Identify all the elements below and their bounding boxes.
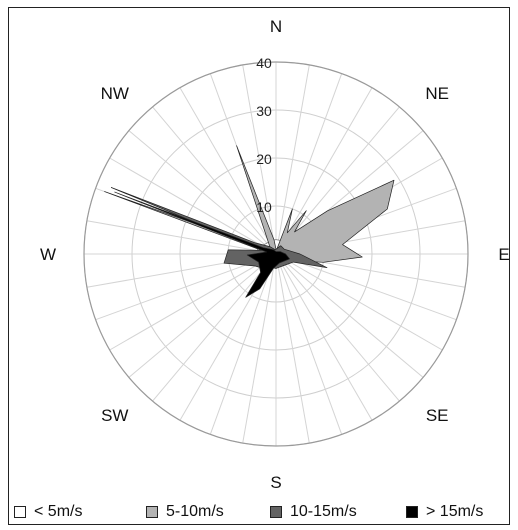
grid-spoke (179, 87, 277, 255)
grid-spoke (109, 157, 277, 255)
grid-spoke (128, 253, 277, 378)
grid-spoke (275, 87, 373, 255)
radial-tick-40: 40 (256, 55, 272, 71)
grid-spoke (152, 253, 277, 402)
direction-labels: N NE E SE S SW W NW (40, 17, 510, 492)
legend-label: 5-10m/s (166, 503, 224, 520)
direction-label-sw: SW (101, 406, 128, 425)
direction-label-w: W (40, 245, 56, 264)
direction-label-n: N (270, 17, 282, 36)
legend-item: > 15m/s (406, 503, 483, 521)
legend-swatch (14, 506, 26, 518)
radial-tick-10: 10 (256, 199, 272, 215)
direction-label-nw: NW (101, 84, 129, 103)
legend-label: < 5m/s (34, 503, 83, 520)
grid-spoke (152, 106, 277, 255)
direction-label-e: E (498, 245, 509, 264)
grid-spoke (86, 220, 277, 255)
direction-label-ne: NE (425, 84, 449, 103)
grid-spoke (275, 253, 400, 402)
radial-tick-20: 20 (256, 151, 272, 167)
grid-spoke (275, 253, 310, 444)
legend-item: < 5m/s (14, 503, 82, 521)
direction-label-s: S (270, 473, 281, 492)
grid-spoke (275, 253, 443, 351)
grid-spoke (209, 253, 277, 435)
legend-item: 5-10m/s (146, 503, 224, 521)
legend-swatch (146, 506, 158, 518)
grid-spoke (275, 253, 424, 378)
series-gt15-polygon (114, 191, 290, 298)
legend-label: 10-15m/s (290, 503, 357, 520)
legend-label: > 15m/s (426, 503, 484, 520)
grid-spoke (275, 253, 373, 421)
series-layer (104, 145, 395, 298)
grid-spoke (275, 106, 400, 255)
legend-item: 10-15m/s (270, 503, 357, 521)
radial-tick-labels: 10 20 30 40 (256, 55, 272, 215)
grid-spoke (242, 253, 277, 444)
grid-spoke (128, 130, 277, 255)
legend: < 5m/s 5-10m/s 10-15m/s > 15m/s (8, 497, 510, 527)
grid-outer-ring (83, 61, 469, 447)
radial-tick-30: 30 (256, 103, 272, 119)
legend-swatch (406, 506, 418, 518)
grid-spoke (275, 253, 457, 321)
grid-spoke (275, 253, 343, 435)
legend-swatch (270, 506, 282, 518)
grid-spoke (109, 253, 277, 351)
direction-label-se: SE (426, 406, 449, 425)
grid-spoke (242, 64, 277, 255)
grid-spoke (275, 64, 310, 255)
